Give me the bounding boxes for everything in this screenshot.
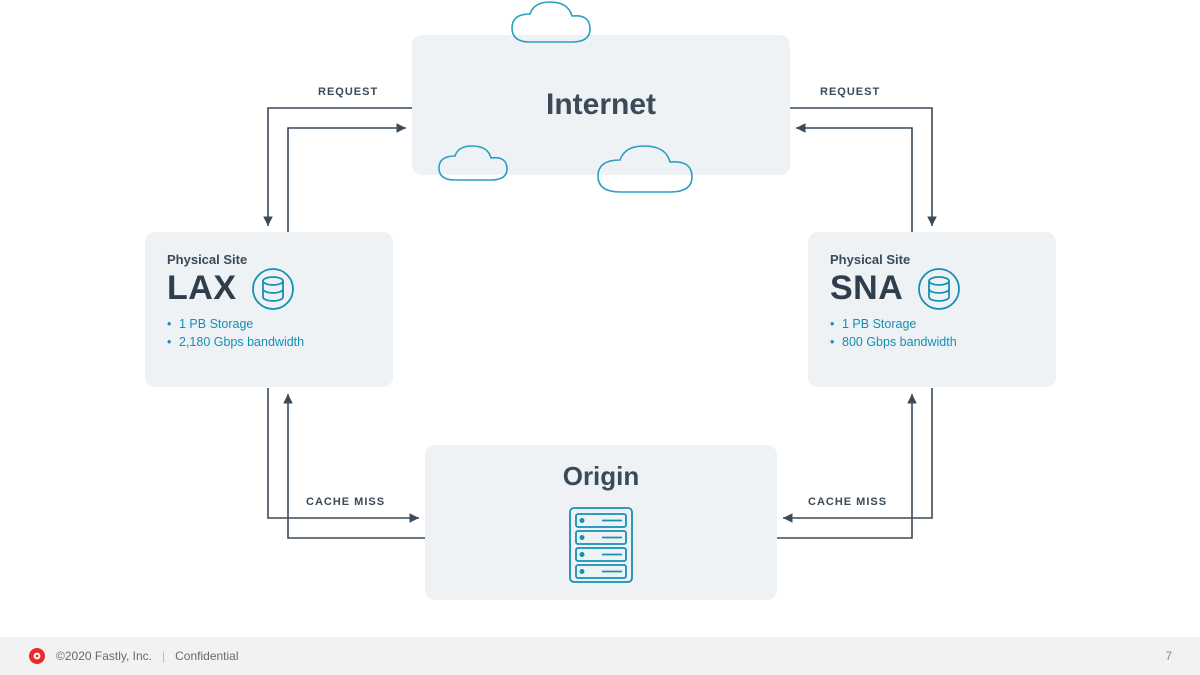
site-lax-bullets: 1 PB Storage 2,180 Gbps bandwidth — [167, 317, 371, 349]
footer-bar: ©2020 Fastly, Inc. | Confidential 7 — [0, 637, 1200, 675]
site-sna-name: SNA — [830, 269, 903, 308]
site-lax-bullet-1: 2,180 Gbps bandwidth — [167, 335, 371, 349]
site-sna-box: Physical Site SNA 1 PB Storage 800 Gbps … — [808, 232, 1056, 387]
label-cachemiss-left: CACHE MISS — [306, 496, 385, 508]
site-lax-box: Physical Site LAX 1 PB Storage 2,180 Gbp… — [145, 232, 393, 387]
server-icon — [562, 502, 640, 588]
label-request-left: REQUEST — [318, 86, 378, 98]
footer-left: ©2020 Fastly, Inc. | Confidential — [28, 647, 239, 665]
site-sna-label: Physical Site — [830, 252, 1034, 267]
footer-divider: | — [162, 649, 165, 663]
database-icon — [251, 267, 295, 311]
diagram-stage: Internet Physical Site LAX 1 PB Storage … — [0, 0, 1200, 675]
site-sna-bullet-1: 800 Gbps bandwidth — [830, 335, 1034, 349]
site-sna-bullet-0: 1 PB Storage — [830, 317, 1034, 331]
page-number: 7 — [1165, 649, 1172, 663]
site-lax-label: Physical Site — [167, 252, 371, 267]
origin-box: Origin — [425, 445, 777, 600]
site-lax-name: LAX — [167, 269, 237, 308]
fastly-logo-icon — [28, 647, 46, 665]
origin-title: Origin — [563, 461, 640, 492]
footer-copyright: ©2020 Fastly, Inc. — [56, 649, 152, 663]
label-request-right: REQUEST — [820, 86, 880, 98]
footer-confidential: Confidential — [175, 649, 238, 663]
site-lax-bullet-0: 1 PB Storage — [167, 317, 371, 331]
database-icon — [917, 267, 961, 311]
label-cachemiss-right: CACHE MISS — [808, 496, 887, 508]
site-sna-bullets: 1 PB Storage 800 Gbps bandwidth — [830, 317, 1034, 349]
